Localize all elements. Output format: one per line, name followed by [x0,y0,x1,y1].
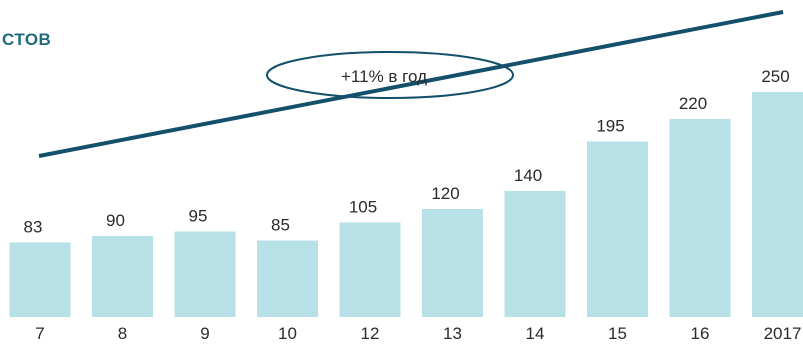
category-label-10: 10 [278,324,297,343]
value-labels-group: 83 90 95 85 105 120 140 195 220 250 [24,67,790,236]
bar-8 [92,236,153,317]
category-label-15: 15 [608,324,627,343]
trend-line [38,10,784,158]
bar-16 [669,119,731,317]
value-label-14: 140 [514,166,542,185]
value-label-10: 85 [271,216,290,235]
growth-annotation: +11% в год [341,67,427,86]
category-label-8: 8 [118,324,127,343]
value-label-2017: 250 [761,67,789,86]
bar-13 [422,209,483,317]
bar-14 [504,191,566,317]
bar-15 [587,141,648,317]
bar-9 [174,231,236,317]
category-label-14: 14 [526,324,545,343]
annotation-oval [266,51,514,99]
category-label-2017: 2017 [764,324,802,343]
bar-12 [339,222,401,317]
category-label-12: 12 [361,324,380,343]
bar-10 [257,240,318,317]
value-label-13: 120 [431,184,459,203]
category-label-16: 16 [691,324,710,343]
category-label-9: 9 [200,324,209,343]
value-label-9: 95 [189,207,208,226]
bar-7 [9,242,71,317]
value-label-7: 83 [24,217,43,236]
chart-title: СТОВ [2,30,52,49]
value-label-16: 220 [679,94,707,113]
category-labels-group: 7 8 9 10 12 13 14 15 16 2017 [35,324,801,343]
bar-2017 [752,92,803,317]
bars-group [9,92,803,317]
category-label-13: 13 [443,324,462,343]
value-label-15: 195 [596,117,624,136]
category-label-7: 7 [35,324,44,343]
value-label-8: 90 [106,211,125,230]
value-label-12: 105 [349,198,377,217]
